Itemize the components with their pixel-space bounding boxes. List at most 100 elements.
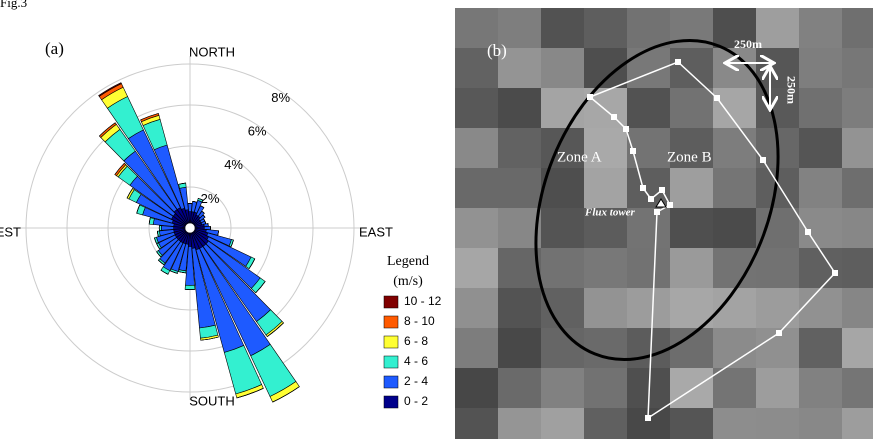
legend-label: 0 - 2 [404, 394, 428, 408]
image-pixel [584, 8, 627, 48]
image-pixel [627, 288, 670, 328]
image-pixel [842, 88, 873, 128]
satellite-panel [455, 8, 873, 439]
image-pixel [455, 128, 498, 168]
image-pixel [799, 248, 842, 288]
image-pixel [455, 368, 498, 408]
r-tick-label: 4% [224, 157, 243, 172]
legend-swatch [384, 376, 398, 388]
image-pixel [670, 408, 713, 439]
image-pixel [799, 48, 842, 88]
image-pixel [713, 128, 756, 168]
image-pixel [842, 208, 873, 248]
image-pixel [799, 8, 842, 48]
image-pixel [756, 368, 799, 408]
r-tick-label: 6% [248, 124, 267, 139]
image-pixel [670, 368, 713, 408]
image-pixel [541, 408, 584, 439]
image-pixel [842, 8, 873, 48]
rose-segment [204, 226, 210, 229]
legend-label: 6 - 8 [404, 334, 428, 348]
direction-label: EAST [359, 224, 393, 239]
image-pixel [498, 288, 541, 328]
legend-swatch [384, 356, 398, 368]
legend-label: 10 - 12 [404, 294, 442, 308]
image-pixel [799, 88, 842, 128]
figure-label: Fig.3 [0, 0, 27, 10]
image-pixel [799, 368, 842, 408]
image-pixel [842, 248, 873, 288]
image-pixel [756, 408, 799, 439]
image-pixel [670, 88, 713, 128]
image-pixel [756, 288, 799, 328]
image-pixel [455, 248, 498, 288]
image-pixel [713, 408, 756, 439]
image-pixel [498, 408, 541, 439]
image-pixel [541, 8, 584, 48]
image-pixel [498, 248, 541, 288]
image-pixel [498, 128, 541, 168]
image-pixel [584, 168, 627, 208]
image-pixel [842, 288, 873, 328]
image-pixel [842, 128, 873, 168]
scale-label: 250m [734, 37, 762, 51]
image-pixel [842, 368, 873, 408]
image-pixel [713, 208, 756, 248]
image-pixel [498, 368, 541, 408]
image-pixel [756, 208, 799, 248]
direction-label: NORTH [189, 44, 235, 59]
image-pixel [799, 168, 842, 208]
panel-label: (b) [487, 41, 507, 60]
legend-label: 8 - 10 [404, 314, 435, 328]
image-pixel [756, 8, 799, 48]
image-pixel [584, 328, 627, 368]
image-pixel [541, 368, 584, 408]
image-pixel [799, 128, 842, 168]
panel-label: (a) [45, 39, 64, 58]
image-pixel [627, 248, 670, 288]
tower-label: Flux tower [584, 207, 636, 219]
legend-swatch [384, 316, 398, 328]
image-pixel [455, 288, 498, 328]
image-pixel [627, 8, 670, 48]
image-pixel [541, 88, 584, 128]
image-pixel [455, 88, 498, 128]
image-pixel [627, 88, 670, 128]
legend-title: (m/s) [393, 274, 423, 289]
image-pixel [455, 208, 498, 248]
image-pixel [455, 328, 498, 368]
image-pixel [713, 368, 756, 408]
image-pixel [584, 368, 627, 408]
image-pixel [713, 168, 756, 208]
wind-rose: 2%4%6%8%NORTHEASTSOUTHWEST [0, 44, 393, 408]
image-pixel [799, 408, 842, 439]
image-pixel [670, 248, 713, 288]
image-pixel [670, 168, 713, 208]
image-pixel [584, 408, 627, 439]
image-pixel [799, 288, 842, 328]
image-pixel [498, 328, 541, 368]
center-dot [185, 223, 195, 233]
scale-label: 250m [784, 76, 798, 104]
image-pixel [842, 168, 873, 208]
image-pixel [541, 328, 584, 368]
legend-label: 2 - 4 [404, 374, 428, 388]
direction-label: SOUTH [189, 393, 235, 408]
image-pixel [455, 168, 498, 208]
legend: 0 - 2 2 - 4 4 - 6 6 - 8 8 - 10 10 - 12 [384, 294, 442, 408]
zone-label: Zone A [557, 149, 602, 165]
image-pixel [756, 248, 799, 288]
figure: Fig.3 2%4%6%8%NORTHEASTSOUTHWEST (a) Leg… [0, 0, 873, 439]
image-pixel [842, 328, 873, 368]
image-pixel [842, 408, 873, 439]
image-pixel [842, 48, 873, 88]
legend-label: 4 - 6 [404, 354, 428, 368]
legend-swatch [384, 296, 398, 308]
legend-swatch [384, 396, 398, 408]
image-pixel [498, 88, 541, 128]
direction-label: WEST [0, 224, 21, 239]
image-pixel [670, 48, 713, 88]
legend-title: Legend [387, 254, 429, 269]
image-pixel [541, 248, 584, 288]
image-pixel [584, 288, 627, 328]
